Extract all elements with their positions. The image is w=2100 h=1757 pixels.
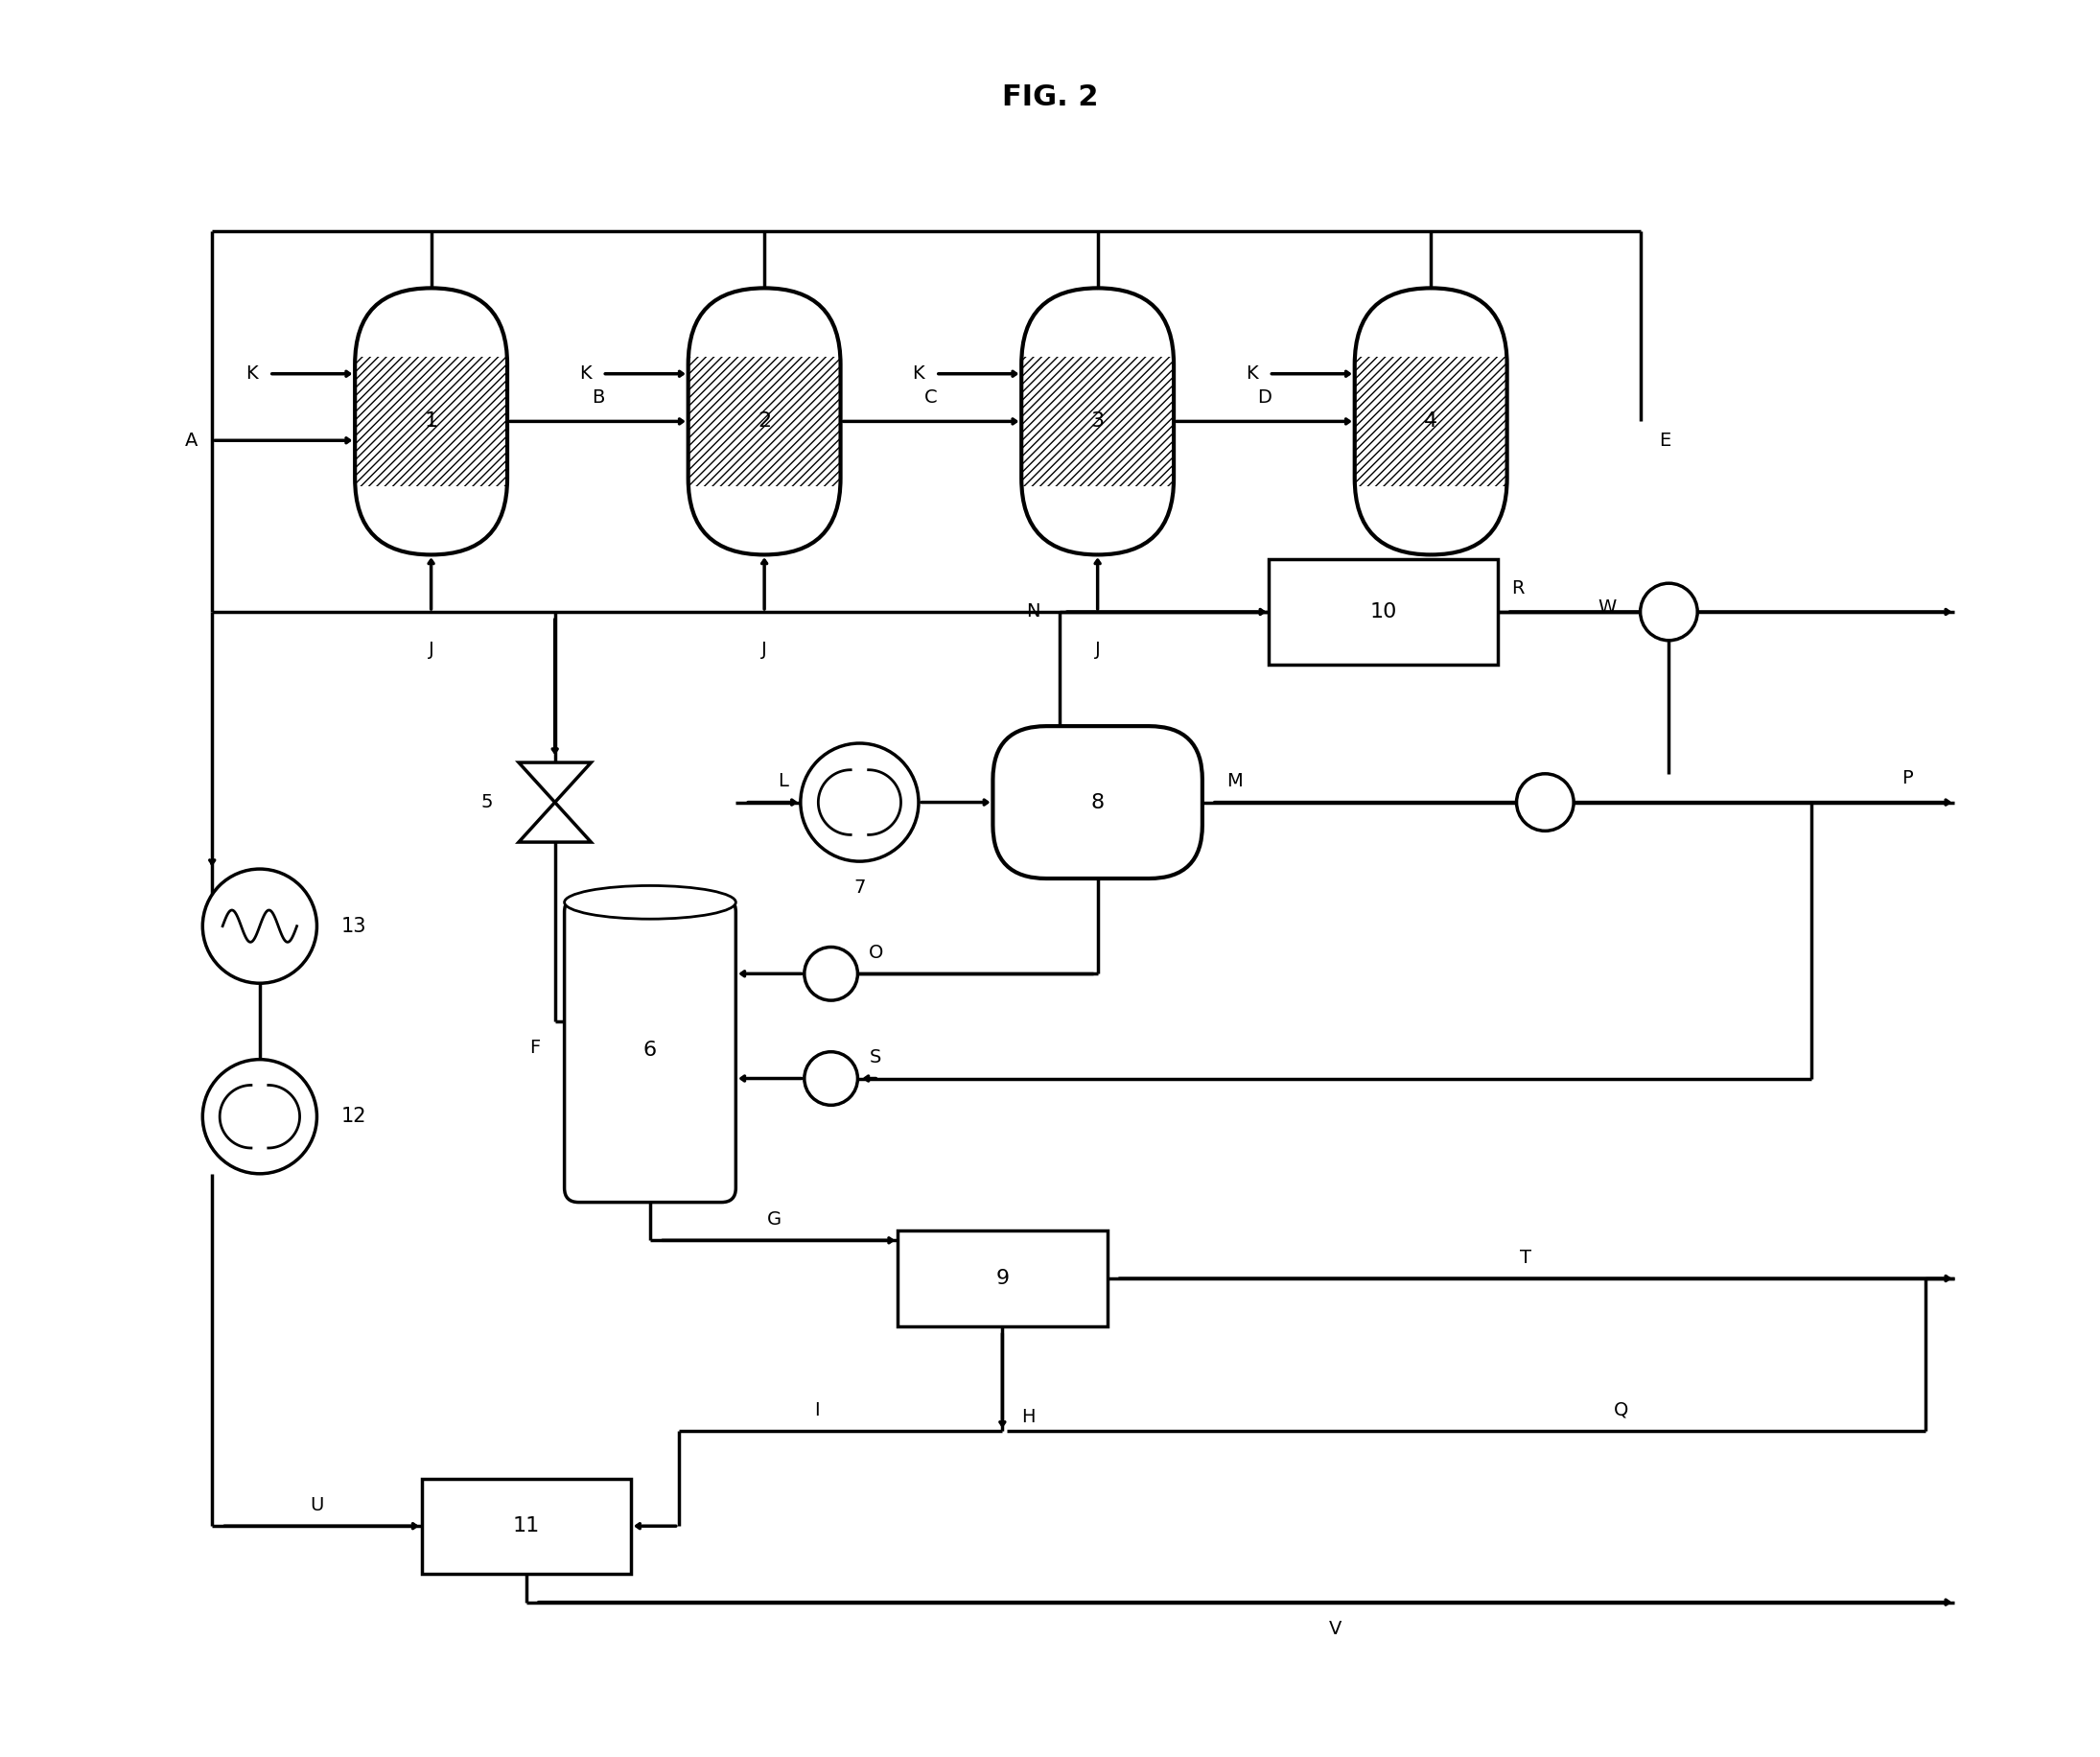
- FancyBboxPatch shape: [1021, 288, 1174, 555]
- Text: 3: 3: [1090, 411, 1105, 430]
- Text: W: W: [1598, 597, 1617, 617]
- Text: K: K: [911, 365, 924, 383]
- Text: I: I: [815, 1400, 819, 1420]
- Circle shape: [804, 947, 857, 1000]
- Circle shape: [1516, 773, 1573, 831]
- Bar: [897, 1232, 1107, 1327]
- Bar: [689, 357, 840, 487]
- Text: D: D: [1258, 388, 1270, 406]
- Text: Q: Q: [1615, 1400, 1630, 1420]
- Text: N: N: [1027, 603, 1040, 620]
- FancyBboxPatch shape: [689, 288, 840, 555]
- Circle shape: [1640, 583, 1697, 641]
- Text: 12: 12: [340, 1107, 365, 1126]
- Text: J: J: [1428, 641, 1434, 659]
- Text: S: S: [869, 1049, 882, 1066]
- Text: J: J: [1094, 641, 1100, 659]
- Text: 6: 6: [643, 1040, 657, 1059]
- Text: 4: 4: [1424, 411, 1438, 430]
- Text: P: P: [1900, 770, 1913, 787]
- Bar: [355, 357, 508, 487]
- Text: R: R: [1512, 580, 1525, 597]
- Text: J: J: [762, 641, 766, 659]
- FancyBboxPatch shape: [565, 898, 735, 1202]
- Text: L: L: [779, 773, 790, 791]
- Text: H: H: [1021, 1407, 1035, 1425]
- Polygon shape: [519, 803, 590, 842]
- Text: V: V: [1329, 1620, 1342, 1638]
- Bar: [422, 1478, 632, 1574]
- Text: 11: 11: [512, 1516, 540, 1536]
- Text: E: E: [1659, 430, 1672, 450]
- Text: 13: 13: [340, 917, 365, 936]
- Text: U: U: [311, 1495, 323, 1515]
- Polygon shape: [519, 763, 590, 803]
- Circle shape: [202, 870, 317, 984]
- Text: B: B: [592, 388, 605, 406]
- Bar: [1268, 559, 1497, 664]
- Text: A: A: [185, 430, 197, 450]
- Text: M: M: [1226, 773, 1243, 791]
- Text: K: K: [246, 365, 258, 383]
- Text: T: T: [1520, 1249, 1531, 1267]
- Text: K: K: [580, 365, 590, 383]
- Text: 10: 10: [1369, 603, 1396, 622]
- Circle shape: [800, 743, 918, 861]
- FancyBboxPatch shape: [355, 288, 508, 555]
- FancyBboxPatch shape: [993, 726, 1203, 878]
- Text: 2: 2: [758, 411, 771, 430]
- Circle shape: [804, 1052, 857, 1105]
- Text: FIG. 2: FIG. 2: [1002, 84, 1098, 111]
- Bar: [1354, 357, 1508, 487]
- Text: 7: 7: [853, 878, 865, 898]
- Text: 8: 8: [1090, 792, 1105, 812]
- Text: G: G: [766, 1211, 781, 1228]
- Text: O: O: [869, 944, 884, 961]
- Text: 1: 1: [424, 411, 439, 430]
- Text: J: J: [428, 641, 435, 659]
- Text: C: C: [924, 388, 937, 406]
- Circle shape: [202, 1059, 317, 1174]
- Text: 5: 5: [481, 792, 493, 812]
- Text: 9: 9: [995, 1269, 1010, 1288]
- Text: F: F: [529, 1038, 540, 1058]
- FancyBboxPatch shape: [1354, 288, 1508, 555]
- Text: K: K: [1245, 365, 1258, 383]
- Bar: [1021, 357, 1174, 487]
- Ellipse shape: [565, 886, 735, 919]
